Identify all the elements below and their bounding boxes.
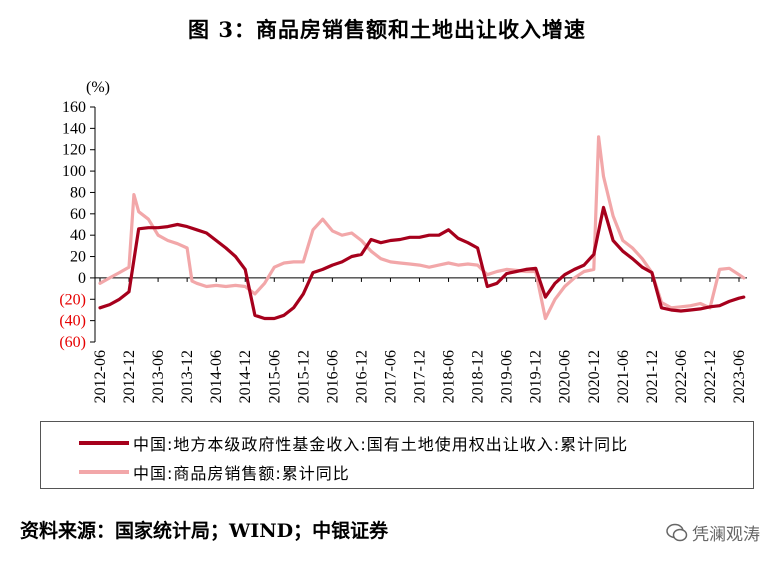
x-tick-label: 2016-06: [324, 350, 341, 403]
x-tick-label: 2021-06: [615, 350, 632, 403]
x-tick-label: 2013-12: [179, 350, 196, 403]
x-tick-label: 2015-06: [266, 350, 283, 403]
x-tick-label: 2016-12: [353, 350, 370, 403]
y-tick-label: (40): [59, 313, 86, 330]
x-tick-label: 2019-06: [499, 350, 516, 403]
series-line-land-revenue: [98, 205, 746, 321]
x-tick-label: 2012-06: [92, 350, 109, 403]
source-note: 资料来源：国家统计局；WIND；中银证券: [20, 520, 389, 542]
series-line-housing-sales: [98, 135, 746, 321]
series-layer: [98, 135, 746, 321]
wechat-icon: [666, 523, 688, 541]
y-tick-label: 100: [62, 163, 86, 180]
x-tick-label: 2023-06: [731, 350, 748, 403]
x-tick-label: 2017-06: [382, 350, 399, 403]
legend-label-land-revenue: 中国:地方本级政府性基金收入:国有土地使用权出让收入:累计同比: [133, 435, 629, 454]
x-tick-label: 2012-12: [121, 350, 138, 403]
watermark: 凭澜观涛: [666, 520, 760, 545]
x-tick-label: 2019-12: [528, 350, 545, 403]
x-tick-label: 2020-06: [557, 350, 574, 403]
y-tick-label: 20: [70, 249, 86, 266]
x-tick-label: 2015-12: [295, 350, 312, 403]
legend-item-land-revenue: 中国:地方本级政府性基金收入:国有土地使用权出让收入:累计同比: [79, 432, 628, 454]
y-tick-label: (60): [59, 334, 86, 351]
y-axis-unit-label: (%): [86, 79, 110, 96]
x-tick-label: 2020-12: [586, 350, 603, 403]
chart-title: 图 3：商品房销售额和土地出让收入增速: [188, 17, 586, 42]
x-tick-label: 2022-06: [673, 350, 690, 403]
chart-axes: 160 140 120 100 80 60 40 20 0 (20) (40) (60) 2012-06…: [59, 99, 748, 403]
x-tick-label: 2018-12: [470, 350, 487, 403]
legend-label-housing-sales: 中国:商品房销售额:累计同比: [133, 464, 350, 483]
y-tick-label: 160: [62, 99, 86, 116]
x-tick-label: 2018-06: [441, 350, 458, 403]
x-tick-label: 2021-12: [644, 350, 661, 403]
x-tick-label: 2022-12: [702, 350, 719, 403]
x-tick-label: 2013-06: [150, 350, 167, 403]
x-tick-label: 2014-12: [237, 350, 254, 403]
y-tick-label: 140: [62, 120, 86, 137]
y-tick-label: 120: [62, 142, 86, 159]
legend-swatch-land-revenue: [79, 441, 129, 445]
x-tick-label: 2017-12: [412, 350, 429, 403]
x-tick-label: 2014-06: [208, 350, 225, 403]
line-chart: 160 140 120 100 80 60 40 20 0 (20) (40) (60) 2012-06…: [59, 79, 748, 403]
y-tick-label: 40: [70, 227, 86, 244]
legend-item-housing-sales: 中国:商品房销售额:累计同比: [79, 461, 350, 483]
y-tick-label: (20): [59, 291, 86, 308]
y-tick-label: 0: [78, 270, 86, 287]
y-tick-label: 80: [70, 184, 86, 201]
watermark-text: 凭澜观涛: [692, 525, 760, 545]
y-tick-label: 60: [70, 206, 86, 223]
legend-swatch-housing-sales: [79, 470, 129, 474]
legend: 中国:地方本级政府性基金收入:国有土地使用权出让收入:累计同比 中国:商品房销售…: [40, 421, 754, 489]
